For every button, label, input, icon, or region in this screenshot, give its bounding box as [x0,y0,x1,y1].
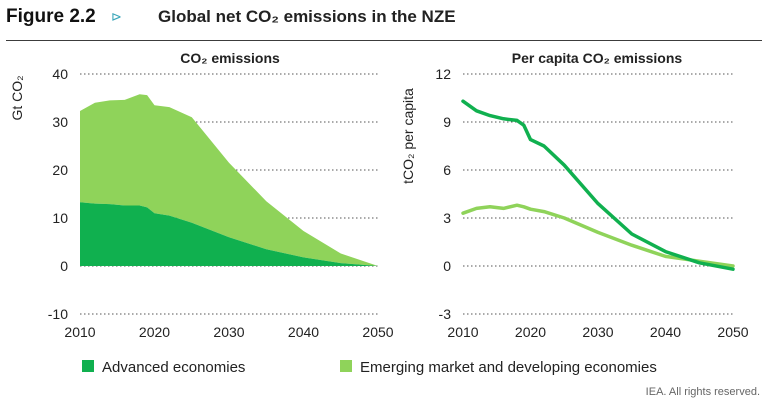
y-tick-label: 12 [435,66,451,82]
y-tick-label: 6 [443,162,451,178]
copyright-credit: IEA. All rights reserved. [645,386,760,398]
legend-swatch [340,360,352,372]
y-tick-label: -3 [439,306,452,322]
x-tick-label: 2040 [650,324,681,340]
x-tick-label: 2050 [362,324,393,340]
figure-title: Global net CO₂ emissions in the NZE [158,7,456,26]
figure-label: Figure 2.2 [6,6,96,27]
y-tick-label: 0 [60,258,68,274]
x-tick-label: 2040 [288,324,319,340]
figure-arrow-icon: ⊳ [111,9,122,24]
y-tick-label: 30 [52,114,68,130]
x-tick-label: 2020 [139,324,170,340]
y-tick-label: 40 [52,66,68,82]
y-axis-label: tCO₂ per capita [400,88,416,184]
y-tick-label: 10 [52,210,68,226]
x-tick-label: 2050 [717,324,748,340]
x-tick-label: 2030 [582,324,613,340]
x-tick-label: 2030 [213,324,244,340]
y-tick-label: 20 [52,162,68,178]
panel-title-left: CO₂ emissions [180,50,280,66]
y-tick-label: 0 [443,258,451,274]
panel-title-right: Per capita CO₂ emissions [511,50,683,66]
area-advanced-economies [80,202,378,266]
y-axis-label: Gt CO₂ [9,75,25,120]
area-emerging-economies [80,94,378,266]
line-emerging-economies [461,203,735,268]
legend-swatch [82,360,94,372]
header-divider [6,40,762,41]
legend-label: Advanced economies [102,359,245,376]
line-advanced-economies [461,99,735,271]
y-tick-label: 9 [443,114,451,130]
x-tick-label: 2020 [515,324,546,340]
y-tick-label: 3 [443,210,451,226]
x-tick-label: 2010 [447,324,478,340]
figure-header: Figure 2.2 ⊳ Global net CO₂ emissions in… [0,0,768,41]
legend-label: Emerging market and developing economies [360,359,657,376]
x-tick-label: 2010 [64,324,95,340]
y-tick-label: -10 [48,306,68,322]
